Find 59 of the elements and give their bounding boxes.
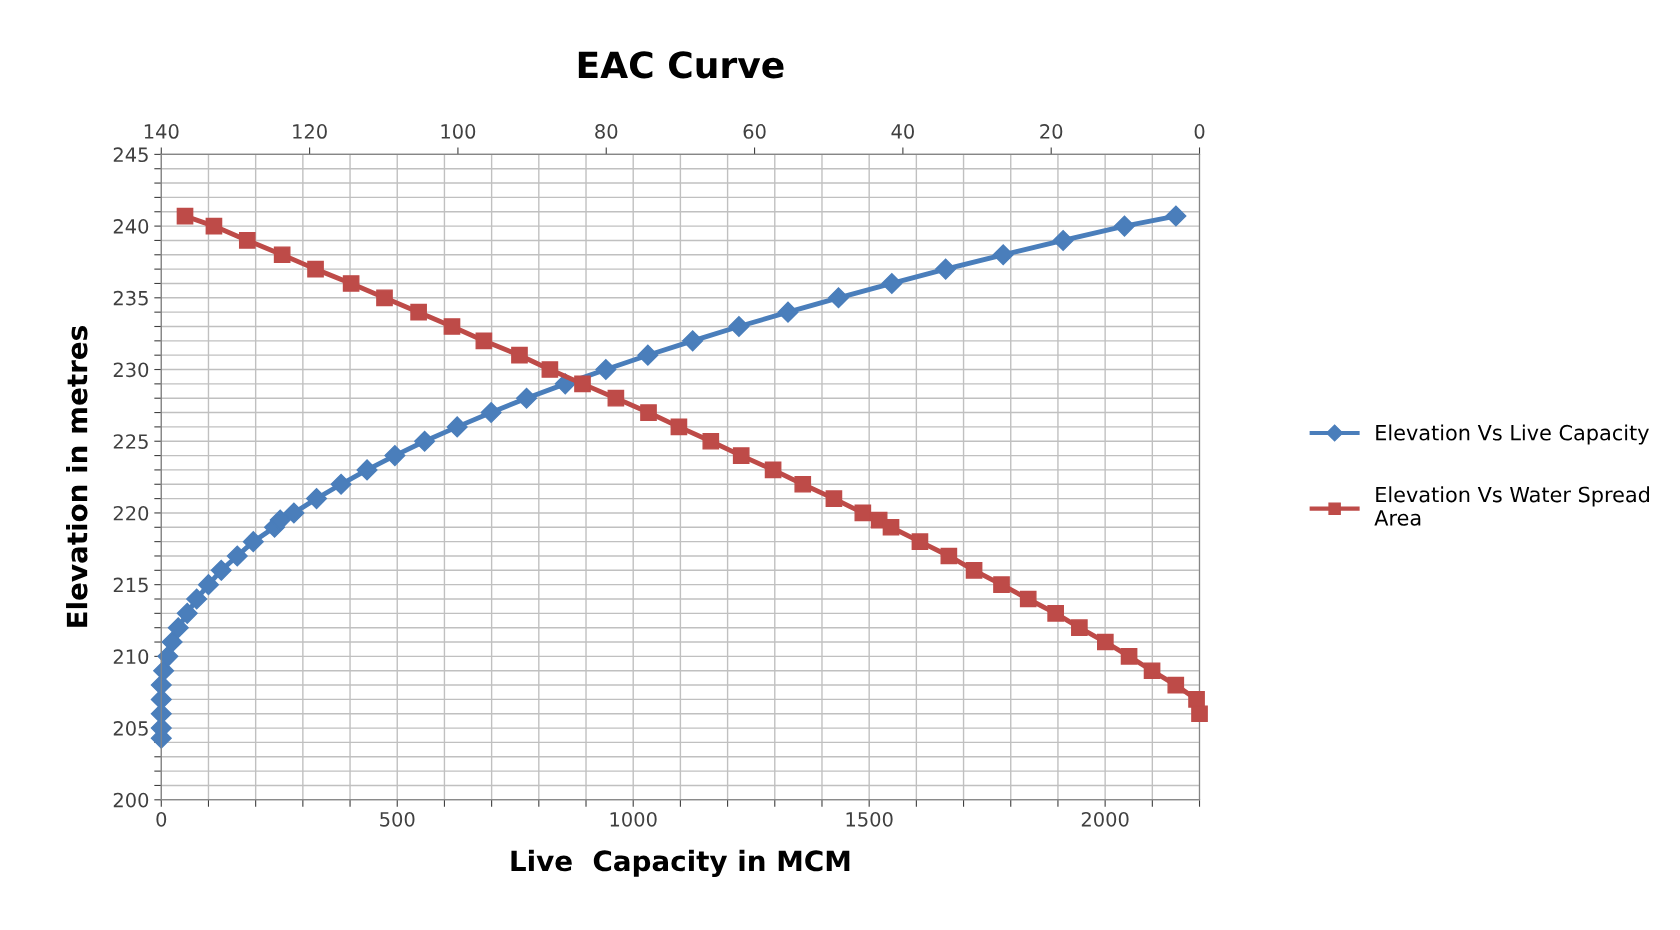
point	[992, 244, 1014, 266]
point	[167, 617, 189, 639]
y-tick-label: 245	[113, 147, 148, 163]
point	[637, 344, 659, 366]
point	[1052, 229, 1074, 251]
x2-tick-label: 100	[441, 124, 476, 139]
point	[283, 502, 305, 524]
x-axis-title: Live Capacity in MCM	[511, 849, 850, 877]
x-tick-label: 0	[156, 811, 167, 827]
y-tick-label: 200	[113, 792, 149, 808]
y-tick-label: 210	[113, 649, 149, 665]
legend-label: Elevation Vs Water Spread Area	[1374, 486, 1650, 526]
x-tick-label: 1000	[610, 811, 657, 827]
x2-tick-label: 80	[595, 124, 618, 139]
x2-tick-label: 20	[1040, 124, 1063, 139]
x2-tick-label: 0	[1194, 124, 1205, 139]
y-tick-label: 220	[113, 505, 149, 521]
legend-label: Elevation Vs Live Capacity	[1376, 424, 1649, 445]
point	[210, 559, 232, 581]
x2-tick-label: 40	[891, 124, 914, 139]
point	[186, 588, 208, 610]
point	[242, 531, 264, 553]
point	[150, 674, 172, 696]
point	[157, 645, 179, 667]
point	[1113, 215, 1135, 237]
x-tick-label: 500	[380, 811, 415, 827]
x2-tick-label: 60	[743, 124, 766, 139]
point	[935, 258, 957, 280]
y-tick-label: 230	[113, 362, 149, 378]
point	[516, 387, 538, 409]
x-tick-label: 1500	[846, 811, 893, 827]
y-tick-label: 225	[113, 434, 148, 449]
point	[414, 430, 436, 452]
point	[226, 545, 248, 567]
point	[1165, 205, 1187, 227]
point	[176, 602, 198, 624]
point	[595, 359, 617, 381]
x2-tick-label: 140	[144, 124, 179, 139]
point	[306, 488, 328, 510]
point	[161, 631, 183, 653]
y-tick-label: 235	[113, 290, 148, 306]
point	[480, 402, 502, 424]
x-tick-label: 2000	[1081, 811, 1129, 827]
point	[881, 272, 903, 294]
y-tick-label: 215	[113, 577, 148, 593]
y-tick-label: 205	[113, 721, 148, 736]
point	[356, 459, 378, 481]
point	[728, 315, 750, 338]
point	[330, 473, 352, 495]
point	[384, 445, 406, 467]
chart-title: EAC Curve	[578, 51, 784, 79]
y-axis-title: Elevation in metres	[66, 326, 88, 627]
point	[827, 287, 850, 309]
point	[197, 574, 219, 596]
point	[682, 330, 704, 352]
y-tick-label: 240	[113, 219, 149, 234]
point	[446, 416, 468, 438]
x2-tick-label: 120	[293, 124, 327, 139]
point	[777, 301, 799, 323]
